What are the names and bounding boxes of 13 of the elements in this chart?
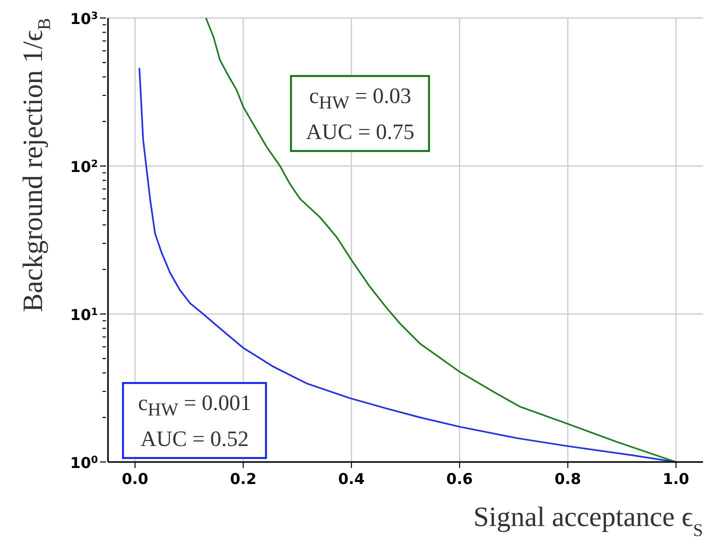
y-tick-label: 10$^{1}$	[70, 306, 98, 324]
y-tick-label: 10$^{2}$	[70, 158, 98, 176]
x-tick-label: 0.2	[230, 470, 257, 488]
x-tick-label: 1.0	[662, 470, 690, 488]
y-tick-label: 10$^{3}$	[70, 10, 98, 28]
annotation: c$_{HW}$ = 0.03 AUC = 0.75	[306, 82, 414, 146]
x-tick-label: 0.0	[122, 470, 148, 488]
x-tick-label: 0.6	[446, 470, 473, 488]
x-axis-title: Signal acceptance ϵ$_{S}$	[473, 502, 703, 540]
y-tick-label: 10$^{0}$	[70, 454, 98, 472]
annotation: c$_{HW}$ = 0.001 AUC = 0.52	[138, 389, 252, 454]
x-tick-label: 0.8	[554, 470, 582, 488]
x-tick-label: 0.4	[338, 470, 365, 488]
